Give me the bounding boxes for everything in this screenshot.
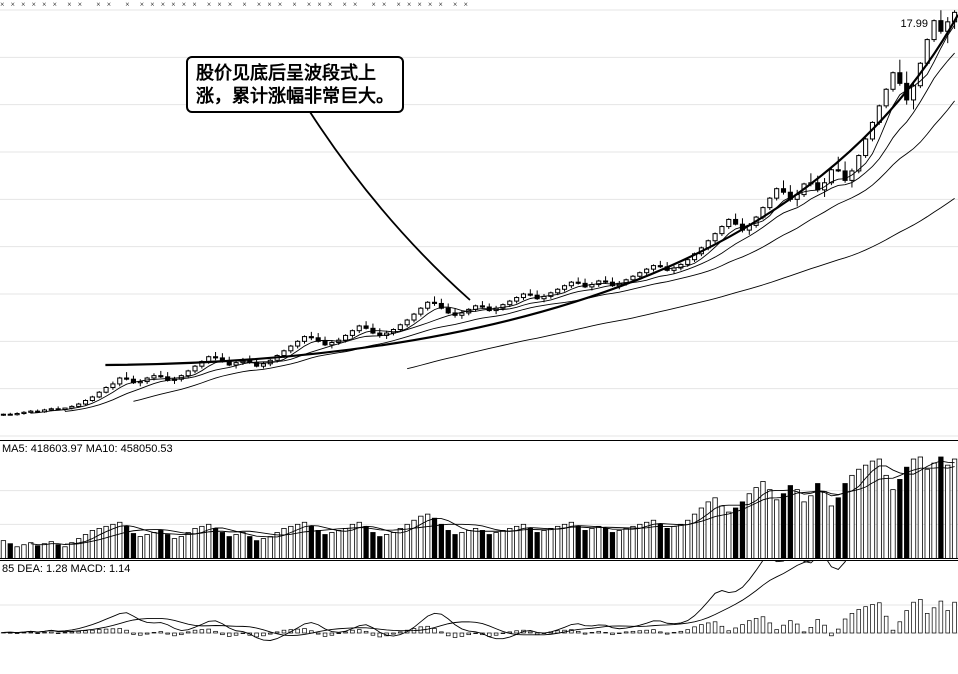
annotation-callout: 股价见底后呈波段式上 涨，累计涨幅非常巨大。 xyxy=(186,56,404,113)
price-chart-panel: × × × × × × × × × × × × × × × × × × × × … xyxy=(0,0,958,438)
macd-panel: 85 DEA: 1.28 MACD: 1.14 xyxy=(0,560,958,674)
macd-chart-svg xyxy=(0,561,958,674)
top-price-label: 17.99 xyxy=(900,18,928,30)
price-chart-svg xyxy=(0,0,958,438)
volume-chart-svg xyxy=(0,441,958,559)
volume-panel: MA5: 418603.97 MA10: 458050.53 xyxy=(0,440,958,558)
macd-panel-label: 85 DEA: 1.28 MACD: 1.14 xyxy=(2,563,130,575)
top-tick-marks: × × × × × × × × × × × × × × × × × × × × … xyxy=(0,0,958,8)
volume-panel-label: MA5: 418603.97 MA10: 458050.53 xyxy=(2,443,173,455)
